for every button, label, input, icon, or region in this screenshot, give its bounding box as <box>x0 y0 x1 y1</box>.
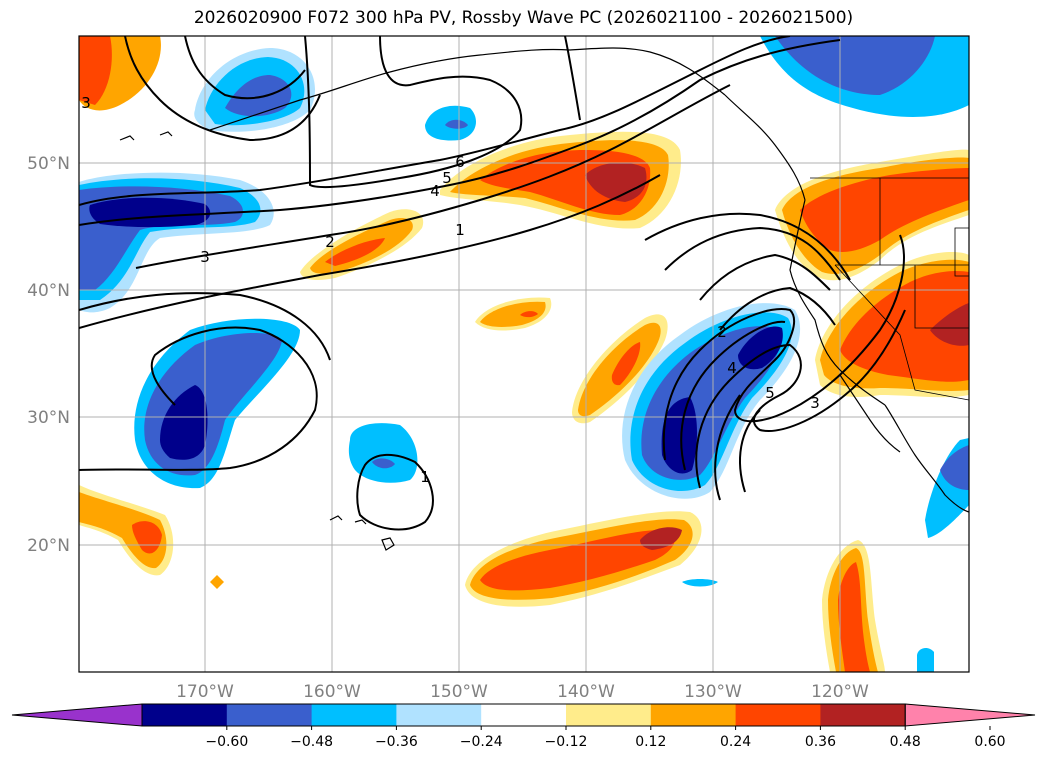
colorbar-segment <box>226 704 313 726</box>
contour-label: 4 <box>727 359 737 377</box>
positive-anomaly-south <box>465 511 702 607</box>
positive-anomaly-elongated <box>572 314 668 424</box>
colorbar-tick-label: 0.48 <box>890 734 921 750</box>
lon-label-150w: 150°W <box>430 682 488 702</box>
map-title: 2026020900 F072 300 hPa PV, Rossby Wave … <box>193 8 854 28</box>
map-panel: 6 5 4 3 2 1 2 4 5 3 1 3 <box>79 36 969 672</box>
colorbar-segment <box>650 704 737 726</box>
lon-label-140w: 140°W <box>557 682 615 702</box>
contour-label: 5 <box>442 169 452 187</box>
colorbar-segment <box>481 704 567 726</box>
colorbar-tick-label: 0.24 <box>720 734 751 750</box>
lat-axis-labels: 50°N 40°N 30°N 20°N <box>27 154 70 556</box>
lat-label-40: 40°N <box>27 281 70 301</box>
lon-axis-labels: 170°W 160°W 150°W 140°W 130°W 120°W <box>176 682 869 702</box>
colorbar-tick-label: −0.24 <box>460 734 503 750</box>
contour-label: 2 <box>325 233 335 251</box>
colorbar-segment <box>311 704 397 726</box>
negative-anomaly-central-west <box>134 318 300 489</box>
colorbar-tick-label: 0.12 <box>635 734 666 750</box>
contour-label: 6 <box>455 153 465 171</box>
lon-label-170w: 170°W <box>176 682 234 702</box>
political-borders <box>810 177 969 401</box>
negative-anomaly-trough <box>622 303 801 499</box>
colorbar: −0.60 −0.48 −0.36 −0.24 −0.12 0.12 0.24 0.36 0.4… <box>11 703 1036 750</box>
pv-contours <box>79 36 906 531</box>
colorbar-tick-label: −0.60 <box>205 734 248 750</box>
negative-anomaly-mexico <box>917 438 969 672</box>
colorbar-frame <box>141 703 906 727</box>
negative-anomaly-hawaii <box>348 423 718 587</box>
contour-labels: 6 5 4 3 2 1 2 4 5 3 1 3 <box>81 94 820 486</box>
contour-label: 3 <box>81 94 91 112</box>
colorbar-segment <box>566 704 652 726</box>
colorbar-segment <box>142 704 228 726</box>
lon-label-160w: 160°W <box>303 682 361 702</box>
lat-label-20: 20°N <box>27 536 70 556</box>
colorbar-tick-label: 0.36 <box>805 734 836 750</box>
colorbar-segment <box>735 704 821 726</box>
colorbar-tick-label: −0.12 <box>545 734 588 750</box>
colorbar-tick-label: −0.36 <box>375 734 418 750</box>
colorbar-extend-min <box>11 703 143 727</box>
positive-anomaly-baja <box>822 540 885 672</box>
positive-anomaly-small-central <box>475 297 552 331</box>
negative-anomaly-northeast <box>760 36 969 117</box>
colorbar-tick-label: 0.60 <box>974 734 1005 750</box>
colorbar-segment <box>820 704 906 726</box>
coastlines <box>119 47 969 551</box>
contour-label: 4 <box>430 182 440 200</box>
contour-label: 5 <box>765 384 775 402</box>
lat-label-50: 50°N <box>27 154 70 174</box>
gridlines <box>79 36 969 672</box>
colorbar-segment <box>396 704 482 726</box>
contour-label: 1 <box>455 221 465 239</box>
contour-label: 3 <box>200 248 210 266</box>
contour-label: 3 <box>810 394 820 412</box>
map-frame <box>78 35 970 673</box>
lat-label-30: 30°N <box>27 408 70 428</box>
positive-anomaly-coast-north <box>775 149 969 281</box>
positive-anomaly-jet <box>440 131 681 229</box>
lon-label-130w: 130°W <box>684 682 742 702</box>
positive-anomaly-small-west <box>300 209 424 280</box>
colorbar-tick-label: −0.48 <box>290 734 333 750</box>
contour-label: 1 <box>420 468 430 486</box>
negative-anomaly-north <box>194 48 476 141</box>
positive-anomaly-southwest-edge <box>79 485 224 589</box>
positive-anomaly-nw <box>79 36 161 111</box>
lon-label-120w: 120°W <box>811 682 869 702</box>
contour-label: 2 <box>717 323 727 341</box>
colorbar-extend-max <box>904 703 1036 727</box>
